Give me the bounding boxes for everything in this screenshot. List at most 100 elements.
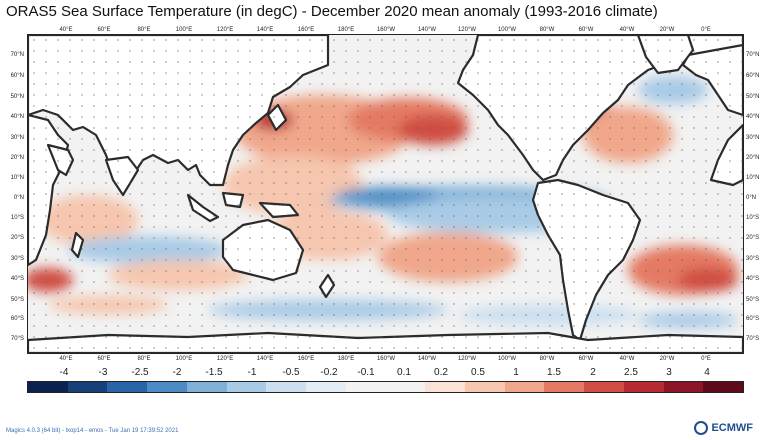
dot-grid: [28, 35, 743, 353]
lon-label: 40°E: [59, 27, 73, 33]
colorbar-segment: [425, 382, 465, 392]
lon-label: 120°E: [216, 27, 234, 33]
ecmwf-logo-text: ECMWF: [711, 422, 753, 434]
lat-label: 70°S: [746, 336, 760, 342]
lat-label: 70°S: [10, 336, 24, 342]
colorbar-label: 3: [666, 367, 672, 378]
lat-label: 60°N: [746, 73, 760, 79]
lon-label: 140°E: [256, 27, 274, 33]
lat-label: 30°S: [10, 256, 24, 262]
lon-label: 0°E: [701, 356, 711, 362]
colorbar-segment: [67, 382, 108, 392]
colorbar-label: 2: [590, 367, 596, 378]
colorbar-label: 0.5: [471, 367, 485, 378]
ecmwf-logo-icon: [694, 421, 709, 435]
ecmwf-logo: ECMWF: [694, 421, 753, 435]
colorbar-label: -2.5: [131, 367, 149, 378]
lon-label: 0°E: [701, 27, 711, 33]
lon-label: 40°W: [619, 356, 635, 362]
colorbar-label: 0.1: [397, 367, 411, 378]
lon-label: 180°E: [337, 356, 355, 362]
lat-label: 20°N: [746, 155, 760, 161]
colorbar-segment: [464, 382, 505, 392]
lon-label: 40°W: [619, 27, 635, 33]
lat-label: 20°S: [746, 235, 760, 241]
colorbar-label: -4: [59, 367, 69, 378]
lon-label: 60°W: [578, 27, 594, 33]
footer-credit: Magics 4.0.3 (64 bit) - lxop14 - emos - …: [6, 428, 179, 434]
lat-label: 50°N: [746, 94, 760, 100]
colorbar-segment: [186, 382, 227, 392]
lon-label: 100°E: [175, 27, 193, 33]
lat-label: 40°S: [746, 276, 760, 282]
map-title: ORAS5 Sea Surface Temperature (in degC) …: [6, 3, 658, 20]
lon-label: 80°E: [137, 356, 151, 362]
colorbar-label: -3: [98, 367, 108, 378]
lat-label: 20°N: [10, 155, 24, 161]
lat-label: 10°S: [746, 215, 760, 221]
colorbar-label: 4: [704, 367, 710, 378]
colorbar-segment: [385, 382, 426, 392]
colorbar-segment: [147, 382, 187, 392]
lon-label: 160°W: [376, 356, 396, 362]
lon-label: 180°E: [337, 27, 355, 33]
lon-label: 40°E: [59, 356, 73, 362]
colorbar-segment: [345, 382, 386, 392]
colorbar-label: 2.5: [624, 367, 638, 378]
lon-label: 160°W: [376, 27, 396, 33]
lon-label: 100°W: [497, 27, 517, 33]
colorbar-label: 0.2: [434, 367, 448, 378]
lon-label: 60°W: [578, 356, 594, 362]
lon-label: 20°W: [659, 356, 675, 362]
lat-label: 60°N: [10, 73, 24, 79]
lon-label: 80°W: [539, 27, 555, 33]
colorbar-label: -0.2: [320, 367, 338, 378]
lat-label: 10°N: [746, 175, 760, 181]
lat-label: 60°S: [746, 316, 760, 322]
lon-label: 140°E: [256, 356, 274, 362]
lat-label: 30°S: [746, 256, 760, 262]
lon-label: 140°W: [417, 27, 437, 33]
lat-label: 50°S: [10, 297, 24, 303]
colorbar-segment: [663, 382, 704, 392]
lon-label: 120°W: [457, 27, 477, 33]
lat-label: 40°N: [746, 114, 760, 120]
lat-label: 0°N: [746, 195, 757, 201]
lon-label: 100°W: [497, 356, 517, 362]
lat-label: 0°N: [13, 195, 24, 201]
lon-label: 100°E: [175, 356, 193, 362]
lat-label: 40°N: [10, 114, 24, 120]
colorbar-segment: [306, 382, 346, 392]
colorbar-label: -2: [172, 367, 182, 378]
lat-label: 40°S: [10, 276, 24, 282]
colorbar: [27, 381, 744, 393]
lat-label: 30°N: [10, 135, 24, 141]
colorbar-label: -0.1: [357, 367, 375, 378]
lon-label: 160°E: [297, 356, 315, 362]
lon-label: 160°E: [297, 27, 315, 33]
colorbar-segment: [584, 382, 624, 392]
colorbar-label: -0.5: [282, 367, 300, 378]
lat-label: 70°N: [746, 52, 760, 58]
lon-label: 120°W: [457, 356, 477, 362]
colorbar-segment: [266, 382, 307, 392]
colorbar-segment: [544, 382, 585, 392]
lon-label: 140°W: [417, 356, 437, 362]
lon-label: 120°E: [216, 356, 234, 362]
lat-label: 10°N: [10, 175, 24, 181]
lon-label: 80°E: [137, 27, 151, 33]
colorbar-label: 1.5: [547, 367, 561, 378]
lon-label: 80°W: [539, 356, 555, 362]
lat-label: 60°S: [10, 316, 24, 322]
map-canvas: [28, 35, 743, 353]
lon-label: 20°W: [659, 27, 675, 33]
colorbar-segment: [107, 382, 148, 392]
lat-label: 70°N: [10, 52, 24, 58]
colorbar-label: -1.5: [205, 367, 223, 378]
lon-label: 60°E: [97, 356, 111, 362]
colorbar-label: 1: [513, 367, 519, 378]
lat-label: 10°S: [10, 215, 24, 221]
lat-label: 50°S: [746, 297, 760, 303]
lat-label: 50°N: [10, 94, 24, 100]
lat-label: 20°S: [10, 235, 24, 241]
